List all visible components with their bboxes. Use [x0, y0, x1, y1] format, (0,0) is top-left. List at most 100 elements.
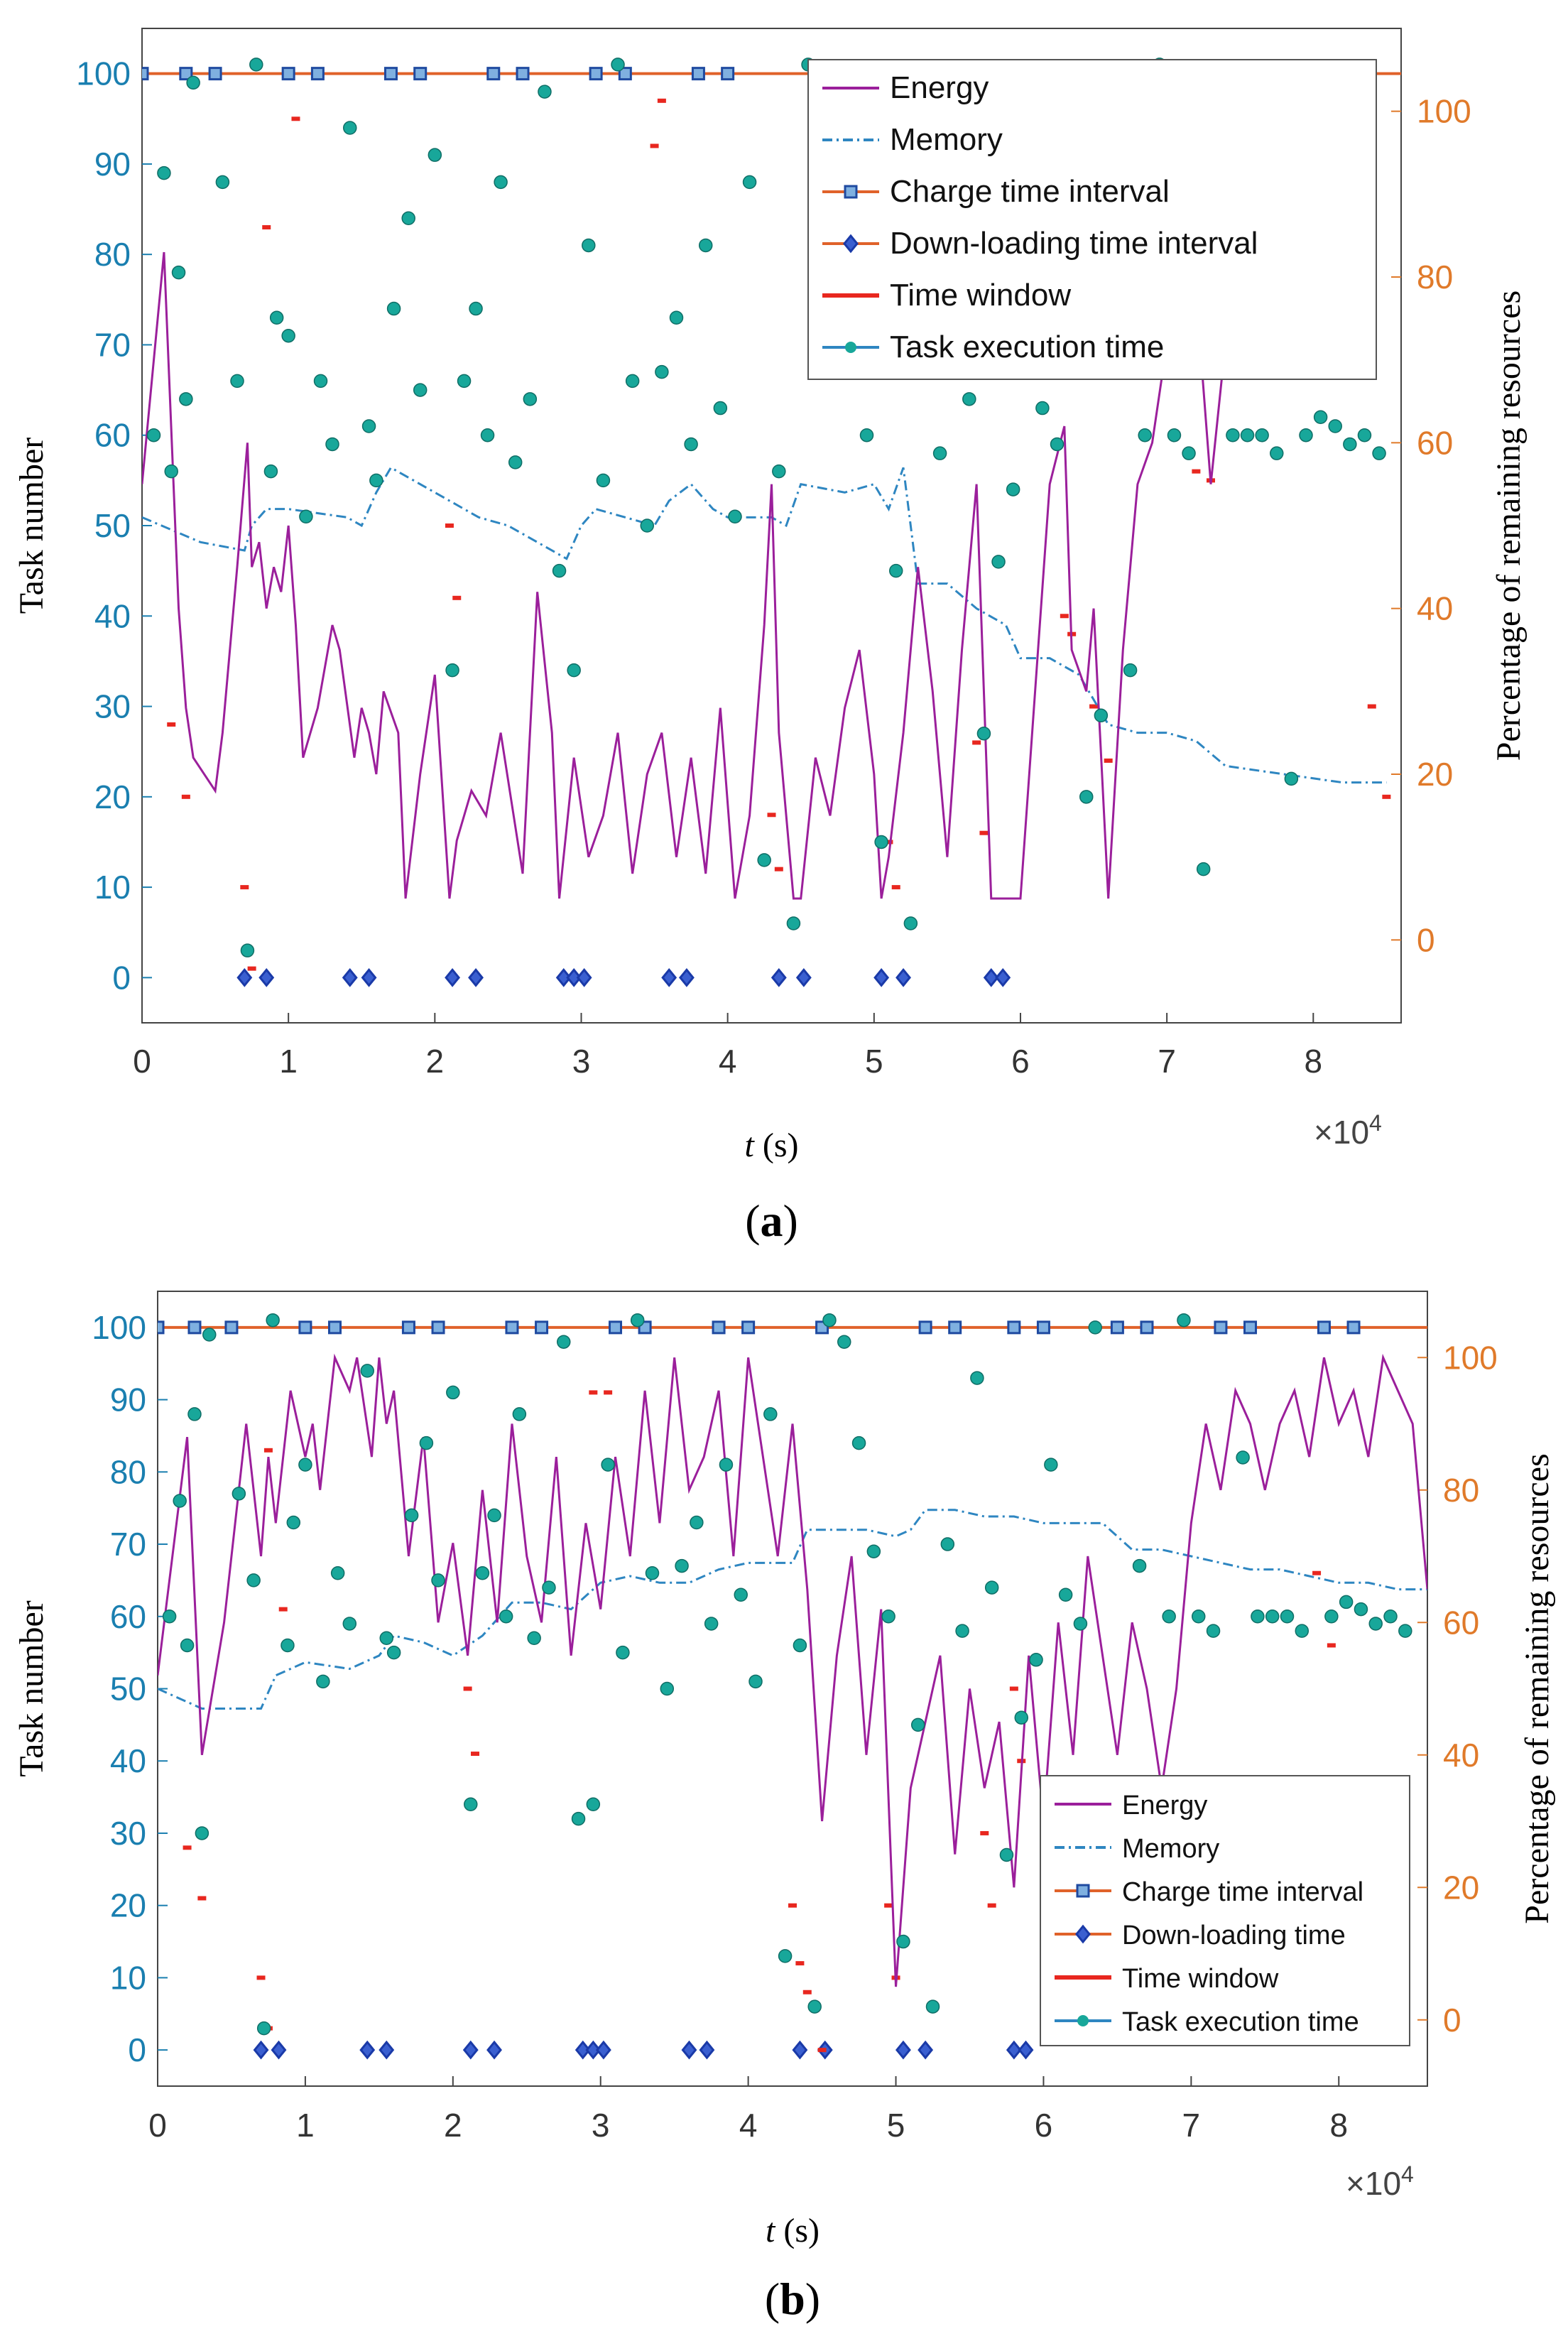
panel-a-task-point	[713, 401, 728, 416]
panel-a-task-point	[1284, 771, 1299, 786]
panel-a-task-point	[742, 175, 757, 190]
panel-a-legend-box	[807, 59, 1377, 380]
panel-a-task-point	[1270, 446, 1284, 460]
panel-b-task-point	[446, 1385, 460, 1400]
panel-a-task-point	[269, 310, 284, 325]
panel-b-download-point	[1018, 2040, 1034, 2060]
panel-b-task-point	[404, 1508, 419, 1523]
panel-b-download-point	[1006, 2040, 1022, 2060]
panel-a-time-window-point	[262, 225, 271, 229]
panel-b-y-left-tick-label: 50	[110, 1671, 146, 1708]
panel-a-task-point	[230, 374, 244, 389]
panel-b-task-point	[925, 1999, 940, 2014]
panel-b-task-point	[1088, 1320, 1102, 1335]
panel-b-task-point	[475, 1565, 490, 1580]
panel-b-download-point	[918, 2040, 934, 2060]
panel-b-task-point	[281, 1638, 295, 1653]
panel-b-task-point	[763, 1407, 778, 1421]
panel-b-task-point	[1206, 1624, 1221, 1638]
panel-b-download-point	[585, 2040, 601, 2060]
panel-a-x-multiplier-base: ×10	[1314, 1114, 1369, 1151]
panel-b-time-window-point	[463, 1686, 472, 1691]
panel-b-charge-point	[224, 1320, 239, 1335]
panel-a-task-point	[469, 301, 483, 316]
panel-a-download-point	[576, 967, 592, 987]
panel-b-charge-point	[741, 1320, 756, 1335]
panel-a-x-tick-label: 0	[133, 1043, 151, 1080]
panel-b-task-point	[1191, 1610, 1206, 1624]
panel-a-y-left-title: Task number	[13, 438, 50, 614]
panel-b-task-point	[512, 1407, 527, 1421]
panel-a-legend-swatch-marker	[844, 185, 858, 199]
panel-a-task-point	[1313, 410, 1328, 425]
panel-b-y-right-tick-label: 40	[1443, 1737, 1479, 1774]
panel-b-time-window-point	[278, 1607, 288, 1612]
panel-b-task-point	[896, 1934, 910, 1949]
panel-a-charge-point	[310, 67, 325, 81]
panel-a-y-left-tick-label: 20	[94, 778, 131, 815]
panel-b-task-point	[910, 1717, 925, 1732]
panel-a-time-window-point	[247, 966, 256, 971]
panel-b-energy-line	[158, 1353, 1427, 1987]
panel-a-legend: Energy Memory Charge time interval Down-loa…	[807, 59, 1377, 380]
panel-b-task-point	[1398, 1624, 1412, 1638]
panel-a-memory-line	[142, 466, 1387, 784]
panel-a-task-point	[859, 428, 874, 443]
panel-b-task-point	[1132, 1558, 1147, 1573]
panel-b-task-point	[601, 1458, 615, 1472]
panel-a-task-point	[611, 58, 625, 72]
panel-a-time-window-point	[1089, 704, 1099, 709]
panel-a-x-multiplier: ×104	[1314, 1110, 1382, 1151]
panel-b-y-right-tick-label: 100	[1443, 1339, 1498, 1376]
panel-a-task-point	[523, 392, 538, 406]
panel-b-memory-line	[158, 1509, 1427, 1710]
panel-b-legend-label: Memory	[1122, 1834, 1219, 1864]
panel-b-task-point	[645, 1565, 660, 1580]
panel-a-charge-point	[281, 67, 295, 81]
panel-b-download-point	[359, 2040, 376, 2060]
panel-b-download-point	[681, 2040, 697, 2060]
panel-b-legend-label: Down-loading time	[1122, 1921, 1346, 1950]
panel-a-time-window-point	[167, 722, 176, 727]
panel-b-task-point	[1324, 1610, 1339, 1624]
panel-b-y-left-title: Task number	[13, 1600, 50, 1777]
panel-a-task-point	[361, 419, 376, 433]
panel-b-legend-label: Charge time interval	[1122, 1877, 1363, 1907]
panel-a-x-tick-label: 3	[572, 1043, 591, 1080]
panel-b-charge-point	[1346, 1320, 1361, 1335]
panel-b-charge-point	[1110, 1320, 1124, 1335]
panel-a-download-point	[873, 967, 890, 987]
panel-a-y-left-tick-label: 10	[94, 869, 131, 906]
panel-a-time-window-point	[767, 813, 776, 818]
panel-b-task-point	[748, 1674, 763, 1689]
panel-a-download-point	[342, 967, 358, 987]
panel-a-charge-point	[142, 67, 149, 81]
panel-b-task-point	[1368, 1617, 1383, 1631]
panel-b-task-point	[173, 1494, 187, 1508]
panel-b-task-point	[660, 1681, 675, 1696]
panel-b-task-point	[822, 1313, 837, 1328]
panel-a-y-right-tick-label: 0	[1417, 921, 1435, 958]
panel-b-task-point	[1014, 1710, 1029, 1725]
panel-b-charge-point	[158, 1320, 165, 1335]
panel-b-task-point	[1354, 1602, 1368, 1617]
panel-a-task-point	[582, 238, 596, 253]
panel-a-task-point	[494, 175, 508, 190]
panel-b-charge-point	[1214, 1320, 1228, 1335]
panel-b-charge-point	[431, 1320, 445, 1335]
panel-a-task-point	[1226, 428, 1240, 443]
panel-b-task-point	[556, 1335, 571, 1349]
panel-b-task-point	[793, 1638, 807, 1653]
panel-a-task-point	[157, 165, 171, 180]
panel-a-legend-label: Task execution time	[890, 330, 1164, 364]
panel-b-charge-point	[712, 1320, 726, 1335]
panel-b-task-point	[1029, 1653, 1043, 1667]
panel-a-y-right-tick-label: 100	[1417, 93, 1471, 130]
panel-a-task-point	[281, 328, 295, 343]
panel-b-y-right-tick-label: 0	[1443, 2002, 1461, 2039]
panel-a-task-point	[1328, 419, 1342, 433]
panel-a-task-point	[728, 509, 742, 524]
panel-b-task-point	[487, 1508, 501, 1523]
panel-a-caption: (a)	[745, 1195, 798, 1246]
panel-a-download-point	[555, 967, 572, 987]
